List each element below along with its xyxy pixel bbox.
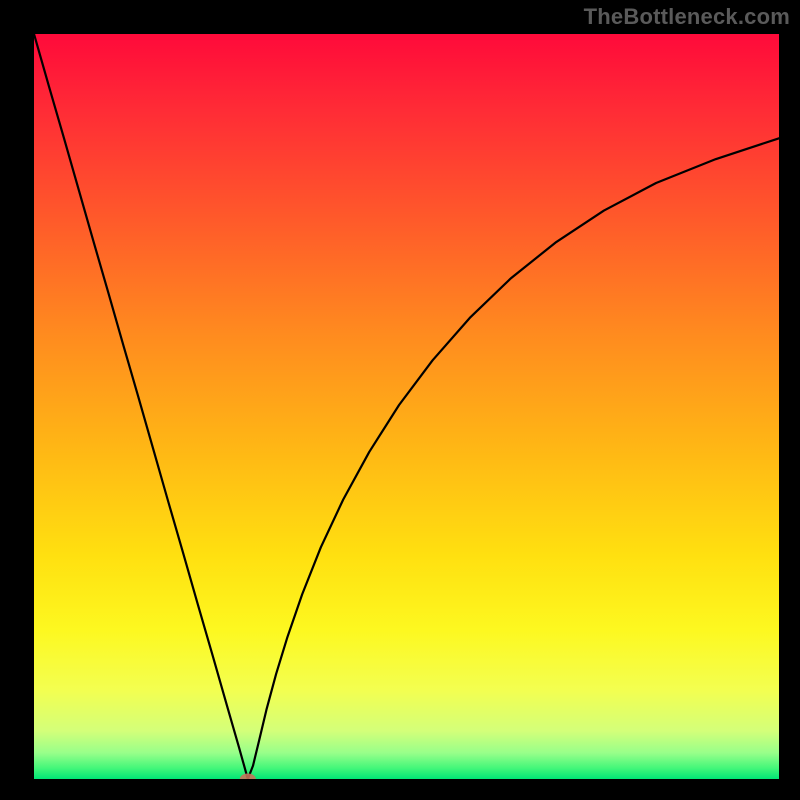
plot-area (34, 34, 779, 779)
chart-frame: TheBottleneck.com (0, 0, 800, 800)
watermark-text: TheBottleneck.com (584, 4, 790, 30)
chart-svg (34, 34, 779, 779)
gradient-background (34, 34, 779, 779)
